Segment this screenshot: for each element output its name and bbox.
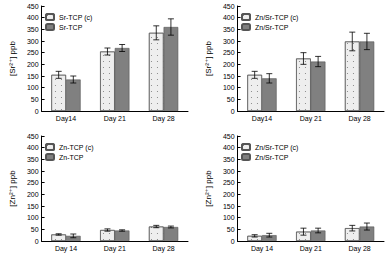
svg-text:300: 300 — [223, 38, 235, 45]
svg-text:Zn/Sr-TCP: Zn/Sr-TCP — [255, 154, 289, 161]
svg-text:300: 300 — [27, 168, 39, 175]
svg-text:400: 400 — [223, 144, 235, 151]
svg-text:350: 350 — [27, 26, 39, 33]
svg-text:400: 400 — [27, 144, 39, 151]
svg-text:Zn/Sr-TCP (c): Zn/Sr-TCP (c) — [255, 14, 298, 22]
svg-text:200: 200 — [223, 61, 235, 68]
svg-text:50: 50 — [227, 226, 235, 233]
svg-text:350: 350 — [27, 156, 39, 163]
svg-text:450: 450 — [223, 133, 235, 140]
svg-text:Zn-TCP: Zn-TCP — [59, 154, 84, 161]
svg-text:150: 150 — [223, 203, 235, 210]
svg-text:450: 450 — [223, 3, 235, 10]
svg-text:250: 250 — [27, 49, 39, 56]
svg-text:[Sr²⁺] ppb: [Sr²⁺] ppb — [8, 41, 17, 76]
svg-text:350: 350 — [223, 156, 235, 163]
svg-text:150: 150 — [27, 203, 39, 210]
svg-text:300: 300 — [27, 38, 39, 45]
svg-text:100: 100 — [27, 214, 39, 221]
svg-text:Zn/Sr-TCP (c): Zn/Sr-TCP (c) — [255, 144, 298, 152]
svg-text:0: 0 — [35, 108, 39, 115]
svg-text:Day 21: Day 21 — [104, 115, 126, 123]
svg-text:Day14: Day14 — [252, 115, 272, 123]
svg-text:100: 100 — [27, 84, 39, 91]
svg-text:Day14: Day14 — [56, 115, 76, 123]
svg-text:400: 400 — [27, 14, 39, 21]
svg-text:450: 450 — [27, 3, 39, 10]
svg-text:400: 400 — [223, 14, 235, 21]
svg-text:[Zn²⁺] ppb: [Zn²⁺] ppb — [204, 170, 213, 207]
svg-text:50: 50 — [31, 226, 39, 233]
svg-text:100: 100 — [223, 84, 235, 91]
svg-text:200: 200 — [27, 191, 39, 198]
svg-text:0: 0 — [231, 108, 235, 115]
svg-text:350: 350 — [223, 26, 235, 33]
svg-text:250: 250 — [27, 179, 39, 186]
svg-text:Day 21: Day 21 — [300, 115, 322, 123]
svg-text:Day 28: Day 28 — [349, 245, 371, 253]
svg-text:50: 50 — [31, 96, 39, 103]
svg-text:Zn-TCP (c): Zn-TCP (c) — [59, 144, 93, 152]
svg-text:50: 50 — [227, 96, 235, 103]
svg-text:Day 21: Day 21 — [300, 245, 322, 253]
svg-text:300: 300 — [223, 168, 235, 175]
svg-text:200: 200 — [27, 61, 39, 68]
svg-text:Day 28: Day 28 — [153, 115, 175, 123]
svg-text:Day 14: Day 14 — [55, 245, 77, 253]
svg-text:150: 150 — [223, 73, 235, 80]
svg-text:Day 28: Day 28 — [153, 245, 175, 253]
svg-text:Zn/Sr-TCP: Zn/Sr-TCP — [255, 24, 289, 31]
svg-text:0: 0 — [231, 238, 235, 245]
svg-text:100: 100 — [223, 214, 235, 221]
svg-text:Day 28: Day 28 — [349, 115, 371, 123]
svg-text:150: 150 — [27, 73, 39, 80]
svg-text:Day 21: Day 21 — [104, 245, 126, 253]
svg-text:[Zn²⁺] ppb: [Zn²⁺] ppb — [8, 170, 17, 207]
svg-text:Sr-TCP (c): Sr-TCP (c) — [59, 14, 92, 22]
svg-text:250: 250 — [223, 179, 235, 186]
svg-text:Sr-TCP: Sr-TCP — [59, 24, 83, 31]
svg-text:Day 14: Day 14 — [251, 245, 273, 253]
svg-text:[Sr²⁺] ppb: [Sr²⁺] ppb — [204, 41, 213, 76]
svg-text:200: 200 — [223, 191, 235, 198]
svg-text:0: 0 — [35, 238, 39, 245]
svg-text:450: 450 — [27, 133, 39, 140]
svg-text:250: 250 — [223, 49, 235, 56]
